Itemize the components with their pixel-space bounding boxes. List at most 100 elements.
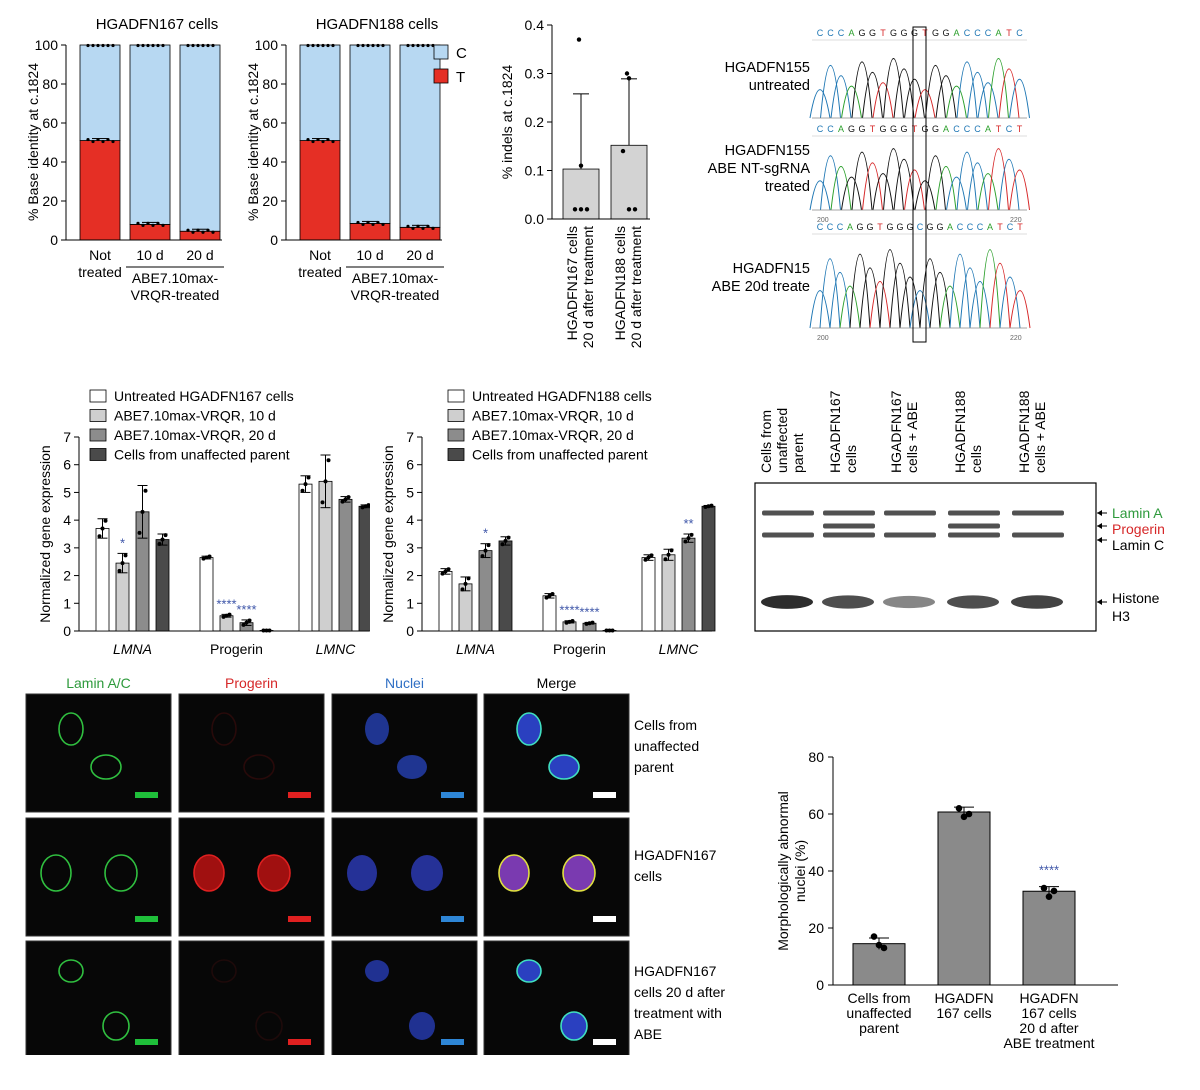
- data-point: [186, 228, 190, 232]
- data-point: [1045, 893, 1053, 900]
- trace-peak: [809, 180, 831, 211]
- base-letter: C: [1016, 28, 1023, 38]
- data-point: [506, 535, 511, 540]
- data-point: [503, 538, 508, 543]
- trace-peak: [904, 169, 925, 211]
- data-point: [421, 43, 425, 48]
- y-tick-label: 100: [35, 37, 59, 53]
- trace-peak: [872, 173, 894, 211]
- base-letter: A: [987, 222, 993, 232]
- scale-bar: [593, 792, 616, 798]
- legend-swatch: [89, 409, 107, 422]
- trace-peak: [909, 290, 931, 329]
- data-point: [224, 613, 229, 618]
- data-point: [460, 587, 465, 592]
- data-point: [211, 230, 215, 234]
- data-point: [440, 571, 445, 576]
- cell-nucleus: [365, 713, 389, 745]
- data-point: [649, 553, 654, 558]
- trace-peak: [977, 173, 999, 211]
- scale-bar: [593, 916, 616, 922]
- blot-band: [948, 523, 1000, 529]
- data-point: [965, 810, 973, 818]
- data-point: [303, 482, 308, 487]
- cell-nucleus: [516, 712, 542, 746]
- row-label: cells: [634, 868, 662, 884]
- data-point: [343, 497, 348, 502]
- row-label: parent: [634, 759, 674, 775]
- base-letter: A: [953, 28, 959, 38]
- data-point: [666, 552, 671, 557]
- data-point: [421, 226, 425, 230]
- data-point: [320, 500, 325, 505]
- data-point: [143, 488, 148, 493]
- data-point: [206, 43, 210, 48]
- y-tick-label: 6: [406, 457, 414, 473]
- data-point: [244, 620, 249, 625]
- data-point: [703, 504, 708, 509]
- highlight-box: [912, 26, 927, 343]
- base-letter: C: [967, 222, 974, 232]
- row-label: Cells from: [634, 717, 697, 733]
- significance-mark: ****: [559, 603, 579, 618]
- base-letter: G: [932, 28, 939, 38]
- data-point: [161, 43, 165, 48]
- trace-tick: 200: [817, 335, 829, 342]
- data-point: [584, 207, 590, 212]
- category-label: ABE treatment: [1003, 1035, 1094, 1051]
- trace-peak: [809, 89, 831, 119]
- data-point: [578, 207, 584, 212]
- trace-peak: [1009, 79, 1030, 119]
- y-tick-label: 2: [63, 568, 71, 584]
- base-letter: G: [856, 222, 863, 232]
- chromatogram-label: HGADFN15: [733, 261, 810, 277]
- category-label: Progerin: [210, 641, 263, 657]
- bar-t-0: [299, 140, 341, 241]
- base-letter: G: [890, 124, 897, 134]
- y-tick-label: 3: [63, 540, 71, 556]
- y-tick-label: 0: [816, 977, 824, 993]
- category-label: HGADFN: [1019, 990, 1078, 1006]
- legend-swatch: [433, 44, 449, 60]
- data-point: [550, 592, 555, 597]
- significance-mark: ****: [1039, 863, 1059, 878]
- lane-label: Cells from: [758, 410, 774, 473]
- data-point: [106, 43, 110, 48]
- y-axis-label: Normalized gene expression: [380, 445, 396, 622]
- data-point: [91, 139, 95, 144]
- blot-band-h3: [761, 595, 813, 609]
- blot-band-h3: [1011, 595, 1063, 609]
- trace-peak: [830, 75, 852, 119]
- category-label: parent: [859, 1020, 899, 1036]
- data-point: [960, 813, 968, 821]
- blot-band: [948, 510, 1000, 516]
- y-tick-label: 20: [808, 920, 824, 936]
- significance-mark: ****: [579, 604, 599, 619]
- base-letter: C: [817, 28, 824, 38]
- y-tick-label: 0: [50, 232, 58, 248]
- cell-nucleus: [58, 959, 84, 983]
- significance-mark: *: [483, 526, 488, 541]
- trace-peak: [841, 176, 862, 211]
- band-arrowhead: [1097, 510, 1102, 516]
- legend-label: Untreated HGADFN188 cells: [472, 388, 652, 404]
- group-label: ABE7.10max-: [132, 270, 219, 286]
- base-letter: C: [1006, 124, 1013, 134]
- band-label: Lamin A: [1112, 505, 1163, 521]
- data-point: [136, 43, 140, 48]
- blot-band-h3: [822, 595, 874, 609]
- bar-c-2: [179, 44, 221, 232]
- chromatogram-label: HGADFN155: [725, 60, 810, 76]
- data-point: [875, 941, 883, 949]
- y-tick-label: 6: [63, 457, 71, 473]
- trace-peak: [998, 158, 1020, 211]
- data-point: [669, 548, 674, 553]
- y-tick-label: 80: [42, 76, 58, 92]
- data-point: [1040, 884, 1048, 892]
- y-tick-label: 100: [255, 37, 279, 53]
- cell-nucleus: [102, 1011, 130, 1041]
- bar-c-0: [79, 44, 121, 141]
- chromatogram-label: ABE NT-sgRNA: [708, 161, 811, 177]
- y-tick-label: 40: [262, 154, 278, 170]
- bar-c-2: [399, 44, 441, 228]
